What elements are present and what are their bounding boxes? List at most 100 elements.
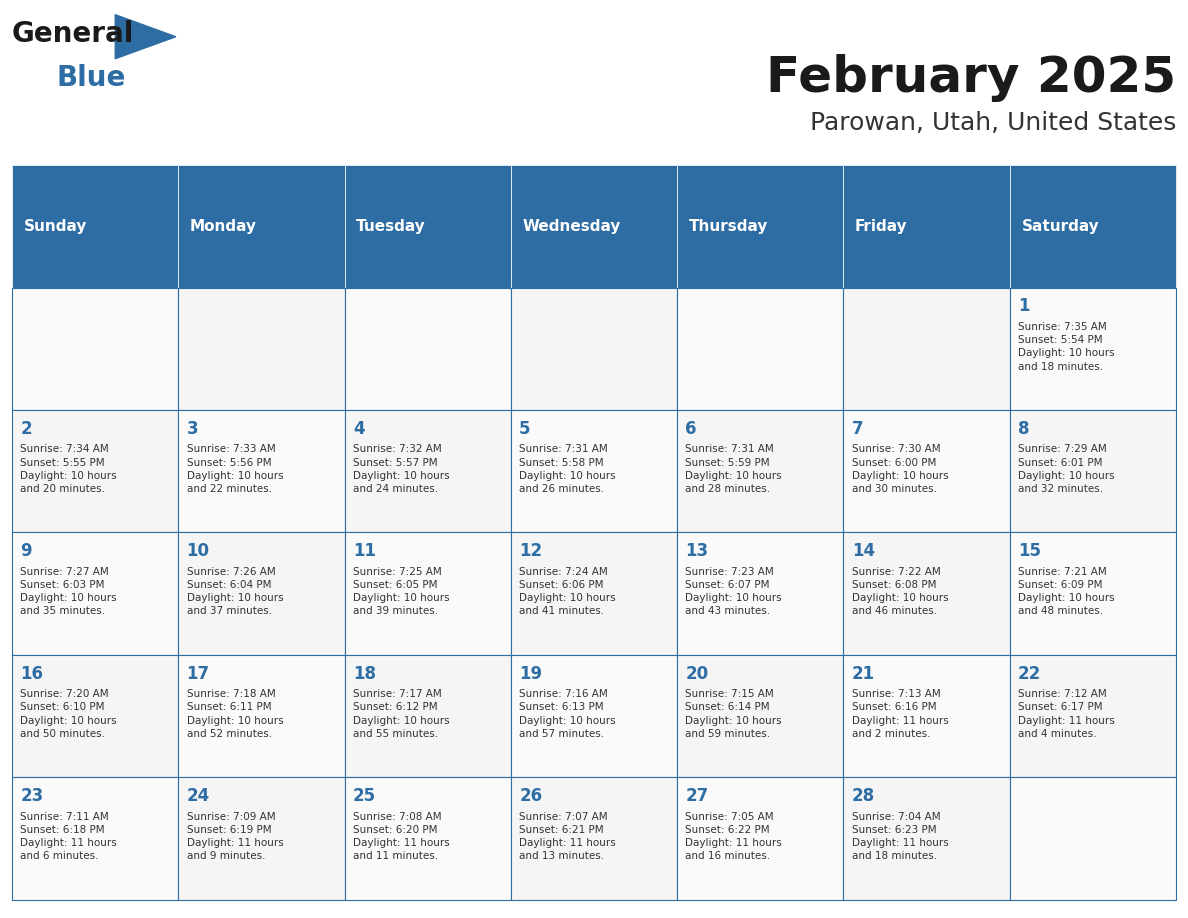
Text: February 2025: February 2025 [766,54,1176,102]
Text: Sunrise: 7:35 AM
Sunset: 5:54 PM
Daylight: 10 hours
and 18 minutes.: Sunrise: 7:35 AM Sunset: 5:54 PM Dayligh… [1018,322,1114,372]
Text: Sunrise: 7:15 AM
Sunset: 6:14 PM
Daylight: 10 hours
and 59 minutes.: Sunrise: 7:15 AM Sunset: 6:14 PM Dayligh… [685,689,782,739]
Text: 8: 8 [1018,420,1030,438]
Text: Monday: Monday [190,218,257,234]
FancyBboxPatch shape [677,532,843,655]
FancyBboxPatch shape [178,778,345,900]
Text: Parowan, Utah, United States: Parowan, Utah, United States [810,111,1176,135]
Text: Sunrise: 7:32 AM
Sunset: 5:57 PM
Daylight: 10 hours
and 24 minutes.: Sunrise: 7:32 AM Sunset: 5:57 PM Dayligh… [353,444,449,494]
FancyBboxPatch shape [12,532,178,655]
Text: 21: 21 [852,665,874,683]
Text: 13: 13 [685,543,708,560]
FancyBboxPatch shape [178,410,345,532]
Text: 15: 15 [1018,543,1041,560]
FancyBboxPatch shape [511,532,677,655]
FancyBboxPatch shape [345,287,511,410]
FancyBboxPatch shape [511,410,677,532]
Polygon shape [115,15,176,59]
Text: 23: 23 [20,787,44,805]
Text: Sunday: Sunday [24,218,87,234]
FancyBboxPatch shape [511,287,677,410]
FancyBboxPatch shape [178,287,345,410]
Text: Tuesday: Tuesday [356,218,426,234]
Text: 17: 17 [187,665,209,683]
FancyBboxPatch shape [345,655,511,778]
FancyBboxPatch shape [843,778,1010,900]
FancyBboxPatch shape [1010,778,1176,900]
Text: Sunrise: 7:07 AM
Sunset: 6:21 PM
Daylight: 11 hours
and 13 minutes.: Sunrise: 7:07 AM Sunset: 6:21 PM Dayligh… [519,812,615,861]
Text: 22: 22 [1018,665,1042,683]
Text: 25: 25 [353,787,375,805]
Text: Thursday: Thursday [689,218,769,234]
Text: 24: 24 [187,787,210,805]
Text: Blue: Blue [57,63,126,92]
FancyBboxPatch shape [843,287,1010,410]
Text: 2: 2 [20,420,32,438]
FancyBboxPatch shape [178,655,345,778]
Text: 4: 4 [353,420,365,438]
Text: Sunrise: 7:05 AM
Sunset: 6:22 PM
Daylight: 11 hours
and 16 minutes.: Sunrise: 7:05 AM Sunset: 6:22 PM Dayligh… [685,812,782,861]
FancyBboxPatch shape [178,165,345,287]
FancyBboxPatch shape [677,655,843,778]
FancyBboxPatch shape [677,778,843,900]
Text: 18: 18 [353,665,375,683]
FancyBboxPatch shape [12,410,178,532]
Text: Sunrise: 7:12 AM
Sunset: 6:17 PM
Daylight: 11 hours
and 4 minutes.: Sunrise: 7:12 AM Sunset: 6:17 PM Dayligh… [1018,689,1114,739]
Text: 11: 11 [353,543,375,560]
Text: Friday: Friday [855,218,908,234]
FancyBboxPatch shape [843,655,1010,778]
Text: Saturday: Saturday [1022,218,1099,234]
Text: Sunrise: 7:20 AM
Sunset: 6:10 PM
Daylight: 10 hours
and 50 minutes.: Sunrise: 7:20 AM Sunset: 6:10 PM Dayligh… [20,689,116,739]
Text: Sunrise: 7:22 AM
Sunset: 6:08 PM
Daylight: 10 hours
and 46 minutes.: Sunrise: 7:22 AM Sunset: 6:08 PM Dayligh… [852,566,948,616]
Text: Sunrise: 7:29 AM
Sunset: 6:01 PM
Daylight: 10 hours
and 32 minutes.: Sunrise: 7:29 AM Sunset: 6:01 PM Dayligh… [1018,444,1114,494]
FancyBboxPatch shape [843,532,1010,655]
Text: 7: 7 [852,420,864,438]
FancyBboxPatch shape [1010,165,1176,287]
Text: 10: 10 [187,543,209,560]
Text: 12: 12 [519,543,542,560]
FancyBboxPatch shape [843,410,1010,532]
Text: Sunrise: 7:09 AM
Sunset: 6:19 PM
Daylight: 11 hours
and 9 minutes.: Sunrise: 7:09 AM Sunset: 6:19 PM Dayligh… [187,812,283,861]
FancyBboxPatch shape [511,165,677,287]
FancyBboxPatch shape [677,410,843,532]
Text: 9: 9 [20,543,32,560]
FancyBboxPatch shape [345,532,511,655]
Text: Sunrise: 7:21 AM
Sunset: 6:09 PM
Daylight: 10 hours
and 48 minutes.: Sunrise: 7:21 AM Sunset: 6:09 PM Dayligh… [1018,566,1114,616]
FancyBboxPatch shape [1010,532,1176,655]
Text: 5: 5 [519,420,531,438]
FancyBboxPatch shape [345,165,511,287]
Text: Wednesday: Wednesday [523,218,621,234]
Text: 6: 6 [685,420,697,438]
Text: 3: 3 [187,420,198,438]
Text: Sunrise: 7:27 AM
Sunset: 6:03 PM
Daylight: 10 hours
and 35 minutes.: Sunrise: 7:27 AM Sunset: 6:03 PM Dayligh… [20,566,116,616]
FancyBboxPatch shape [677,287,843,410]
Text: Sunrise: 7:11 AM
Sunset: 6:18 PM
Daylight: 11 hours
and 6 minutes.: Sunrise: 7:11 AM Sunset: 6:18 PM Dayligh… [20,812,116,861]
FancyBboxPatch shape [178,532,345,655]
FancyBboxPatch shape [345,410,511,532]
FancyBboxPatch shape [1010,287,1176,410]
Text: 14: 14 [852,543,874,560]
Text: Sunrise: 7:31 AM
Sunset: 5:58 PM
Daylight: 10 hours
and 26 minutes.: Sunrise: 7:31 AM Sunset: 5:58 PM Dayligh… [519,444,615,494]
Text: General: General [12,19,134,48]
FancyBboxPatch shape [511,655,677,778]
FancyBboxPatch shape [12,655,178,778]
Text: 1: 1 [1018,297,1030,316]
Text: 20: 20 [685,665,708,683]
FancyBboxPatch shape [511,778,677,900]
FancyBboxPatch shape [12,778,178,900]
FancyBboxPatch shape [843,165,1010,287]
FancyBboxPatch shape [12,165,178,287]
Text: Sunrise: 7:30 AM
Sunset: 6:00 PM
Daylight: 10 hours
and 30 minutes.: Sunrise: 7:30 AM Sunset: 6:00 PM Dayligh… [852,444,948,494]
Text: 27: 27 [685,787,709,805]
Text: Sunrise: 7:08 AM
Sunset: 6:20 PM
Daylight: 11 hours
and 11 minutes.: Sunrise: 7:08 AM Sunset: 6:20 PM Dayligh… [353,812,449,861]
FancyBboxPatch shape [1010,410,1176,532]
Text: Sunrise: 7:16 AM
Sunset: 6:13 PM
Daylight: 10 hours
and 57 minutes.: Sunrise: 7:16 AM Sunset: 6:13 PM Dayligh… [519,689,615,739]
Text: Sunrise: 7:26 AM
Sunset: 6:04 PM
Daylight: 10 hours
and 37 minutes.: Sunrise: 7:26 AM Sunset: 6:04 PM Dayligh… [187,566,283,616]
FancyBboxPatch shape [677,165,843,287]
Text: Sunrise: 7:25 AM
Sunset: 6:05 PM
Daylight: 10 hours
and 39 minutes.: Sunrise: 7:25 AM Sunset: 6:05 PM Dayligh… [353,566,449,616]
Text: 19: 19 [519,665,542,683]
Text: Sunrise: 7:24 AM
Sunset: 6:06 PM
Daylight: 10 hours
and 41 minutes.: Sunrise: 7:24 AM Sunset: 6:06 PM Dayligh… [519,566,615,616]
Text: Sunrise: 7:04 AM
Sunset: 6:23 PM
Daylight: 11 hours
and 18 minutes.: Sunrise: 7:04 AM Sunset: 6:23 PM Dayligh… [852,812,948,861]
FancyBboxPatch shape [1010,655,1176,778]
Text: 26: 26 [519,787,542,805]
Text: Sunrise: 7:17 AM
Sunset: 6:12 PM
Daylight: 10 hours
and 55 minutes.: Sunrise: 7:17 AM Sunset: 6:12 PM Dayligh… [353,689,449,739]
